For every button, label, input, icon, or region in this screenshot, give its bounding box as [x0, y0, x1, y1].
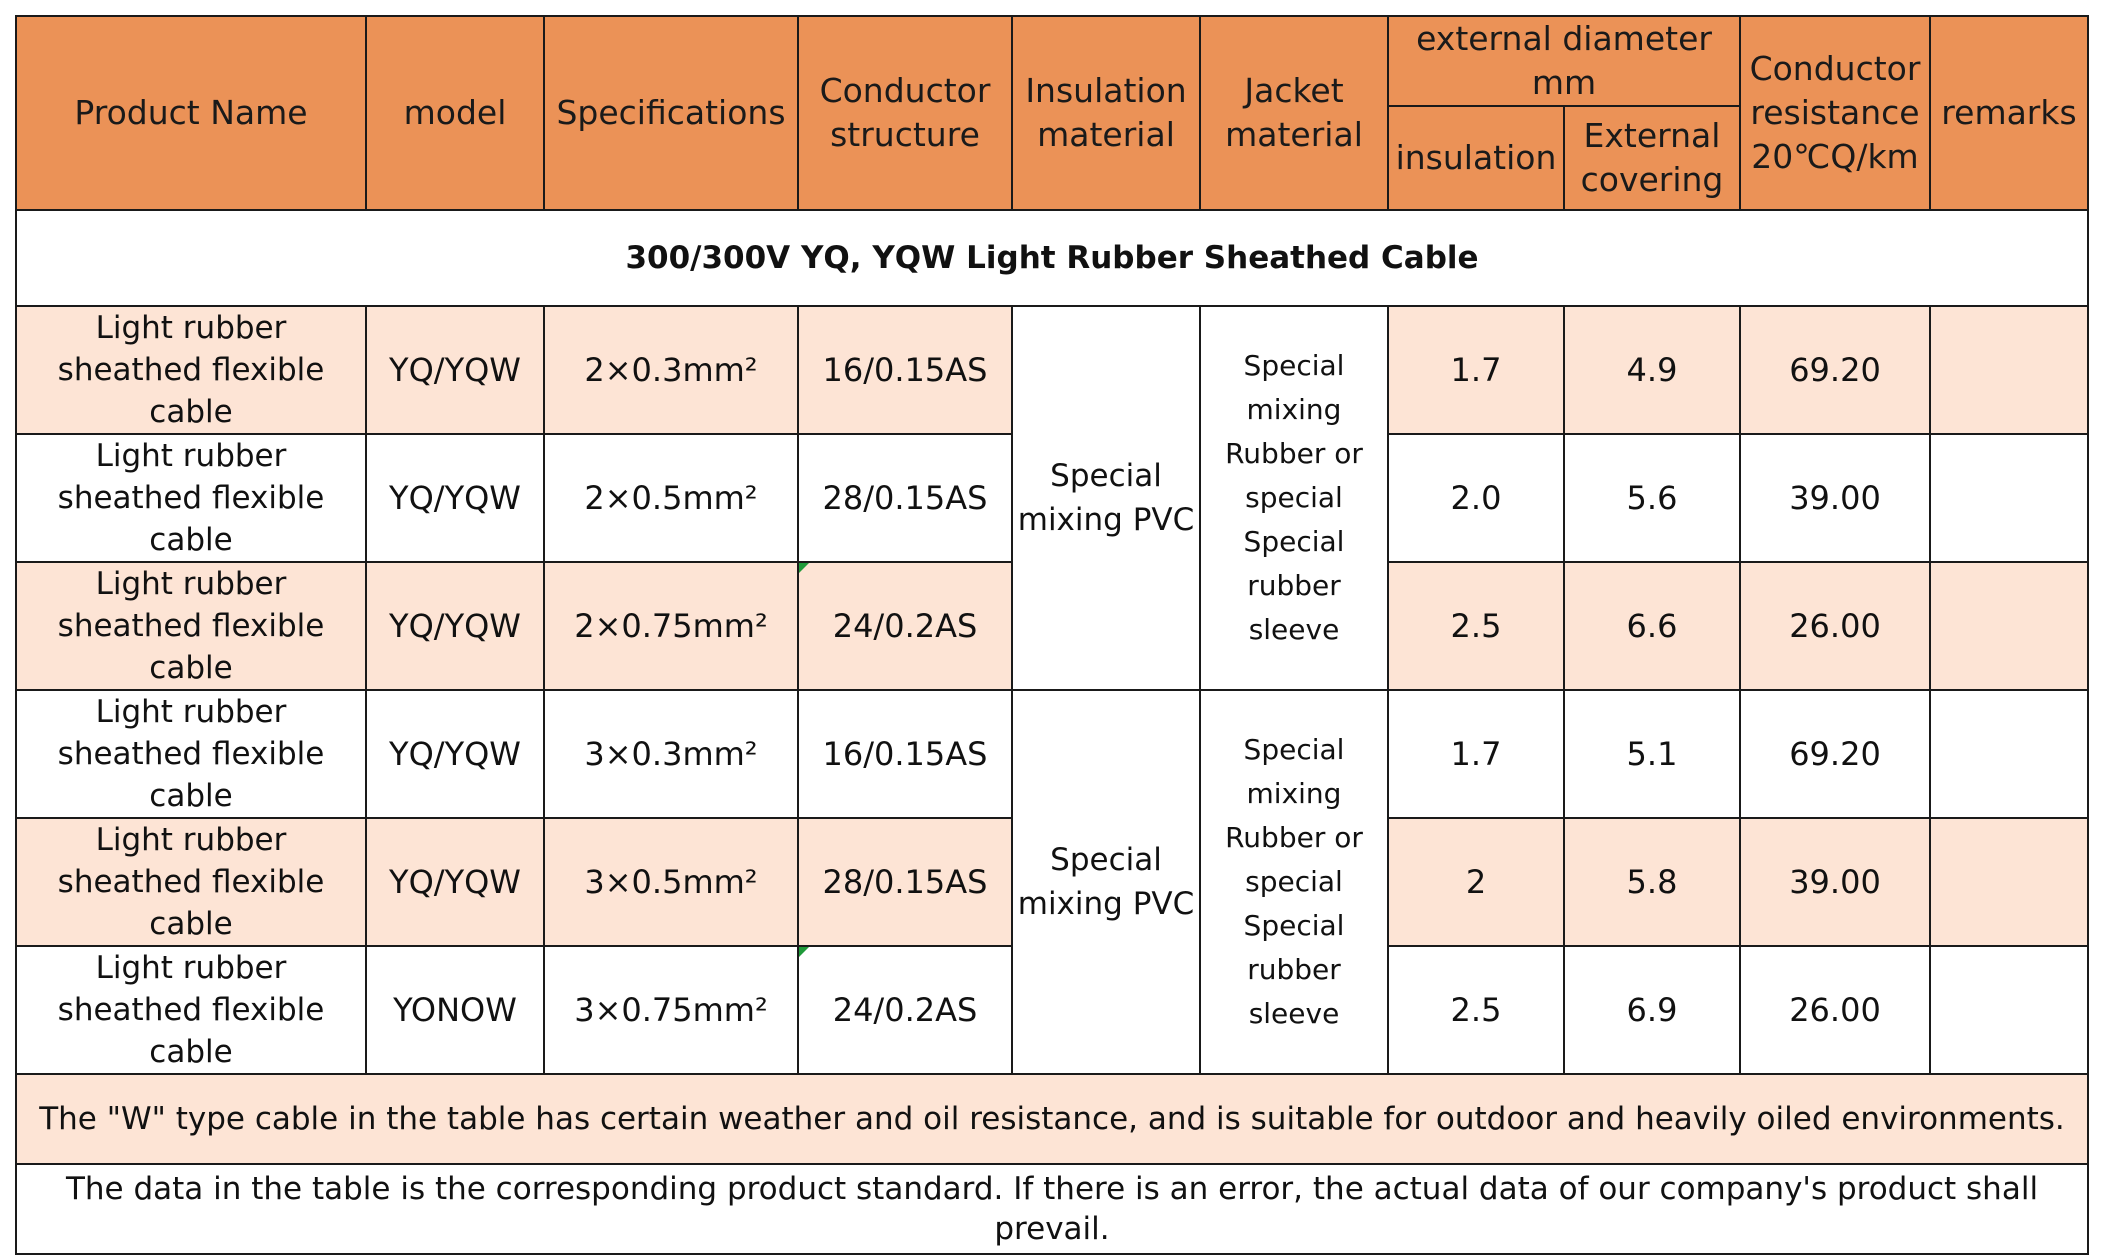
remarks-cell	[1929, 561, 2089, 691]
resistance-cell: 69.20	[1739, 305, 1931, 435]
resistance-cell: 69.20	[1739, 689, 1931, 819]
remarks-cell	[1929, 689, 2089, 819]
cell-marker	[800, 948, 809, 957]
conductor-cell: 16/0.15AS	[797, 305, 1013, 435]
product-name-cell: Light rubber sheathed flexible cable	[15, 689, 367, 819]
spec-cell: 2×0.75mm²	[543, 561, 799, 691]
section-title: 300/300V YQ, YQW Light Rubber Sheathed C…	[15, 209, 2089, 307]
resistance-cell: 26.00	[1739, 945, 1931, 1075]
product-name-cell: Light rubber sheathed flexible cable	[15, 561, 367, 691]
header-model: model	[365, 15, 545, 211]
product-name-cell: Light rubber sheathed flexible cable	[15, 817, 367, 947]
remarks-cell	[1929, 433, 2089, 563]
cable-spec-table: Product Name model Specifications Conduc…	[15, 15, 2089, 1255]
table-row: Light rubber sheathed flexible cable YQ/…	[15, 561, 2089, 691]
header-external-diameter: external diameter mm	[1387, 15, 1741, 107]
insulation-diameter-cell: 2	[1387, 817, 1565, 947]
covering-diameter-cell: 4.9	[1563, 305, 1741, 435]
remarks-cell	[1929, 305, 2089, 435]
note-weather-resistance: The "W" type cable in the table has cert…	[15, 1073, 2089, 1165]
product-name-cell: Light rubber sheathed flexible cable	[15, 305, 367, 435]
spec-cell: 3×0.75mm²	[543, 945, 799, 1075]
model-cell: YQ/YQW	[365, 561, 545, 691]
resistance-cell: 39.00	[1739, 433, 1931, 563]
conductor-cell: 24/0.2AS	[797, 945, 1013, 1075]
resistance-cell: 39.00	[1739, 817, 1931, 947]
spec-cell: 2×0.3mm²	[543, 305, 799, 435]
model-cell: YQ/YQW	[365, 817, 545, 947]
spec-cell: 3×0.5mm²	[543, 817, 799, 947]
table-row: Light rubber sheathed flexible cable YQ/…	[15, 689, 2089, 1075]
jacket-material-cell: Special mixing Rubber or special Special…	[1199, 689, 1389, 1075]
header-jacket-material: Jacket material	[1199, 15, 1389, 211]
header-remarks: remarks	[1929, 15, 2089, 211]
conductor-cell: 16/0.15AS	[797, 689, 1013, 819]
note-data-standard: The data in the table is the correspondi…	[15, 1163, 2089, 1255]
cell-marker	[800, 564, 809, 573]
header-insulation: insulation	[1387, 105, 1565, 211]
model-cell: YQ/YQW	[365, 689, 545, 819]
covering-diameter-cell: 6.6	[1563, 561, 1741, 691]
jacket-material-cell: Special mixing Rubber or special Special…	[1199, 305, 1389, 691]
covering-diameter-cell: 5.1	[1563, 689, 1741, 819]
model-cell: YQ/YQW	[365, 433, 545, 563]
product-name-cell: Light rubber sheathed flexible cable	[15, 945, 367, 1075]
table-row: Light rubber sheathed flexible cable YQ/…	[15, 305, 2089, 691]
conductor-cell: 28/0.15AS	[797, 433, 1013, 563]
insulation-diameter-cell: 2.5	[1387, 561, 1565, 691]
remarks-cell	[1929, 945, 2089, 1075]
resistance-cell: 26.00	[1739, 561, 1931, 691]
header-conductor-structure: Conductor structure	[797, 15, 1013, 211]
spec-cell: 3×0.3mm²	[543, 689, 799, 819]
covering-diameter-cell: 5.6	[1563, 433, 1741, 563]
model-cell: YQ/YQW	[365, 305, 545, 435]
header-insulation-material: Insulation material	[1011, 15, 1201, 211]
header-product-name: Product Name	[15, 15, 367, 211]
spec-cell: 2×0.5mm²	[543, 433, 799, 563]
insulation-diameter-cell: 2.0	[1387, 433, 1565, 563]
product-name-cell: Light rubber sheathed flexible cable	[15, 433, 367, 563]
conductor-cell: 28/0.15AS	[797, 817, 1013, 947]
covering-diameter-cell: 5.8	[1563, 817, 1741, 947]
covering-diameter-cell: 6.9	[1563, 945, 1741, 1075]
header-conductor-resistance: Conductor resistance 20℃Q/km	[1739, 15, 1931, 211]
table-row: Light rubber sheathed flexible cable YQ/…	[15, 817, 2089, 947]
insulation-diameter-cell: 2.5	[1387, 945, 1565, 1075]
conductor-cell: 24/0.2AS	[797, 561, 1013, 691]
insulation-diameter-cell: 1.7	[1387, 305, 1565, 435]
header-specifications: Specifications	[543, 15, 799, 211]
model-cell: YONOW	[365, 945, 545, 1075]
header-external-covering: External covering	[1563, 105, 1741, 211]
remarks-cell	[1929, 817, 2089, 947]
table-row: Light rubber sheathed flexible cable YQ/…	[15, 433, 2089, 563]
insulation-material-cell: Special mixing PVC	[1011, 305, 1201, 691]
insulation-material-cell: Special mixing PVC	[1011, 689, 1201, 1075]
insulation-diameter-cell: 1.7	[1387, 689, 1565, 819]
